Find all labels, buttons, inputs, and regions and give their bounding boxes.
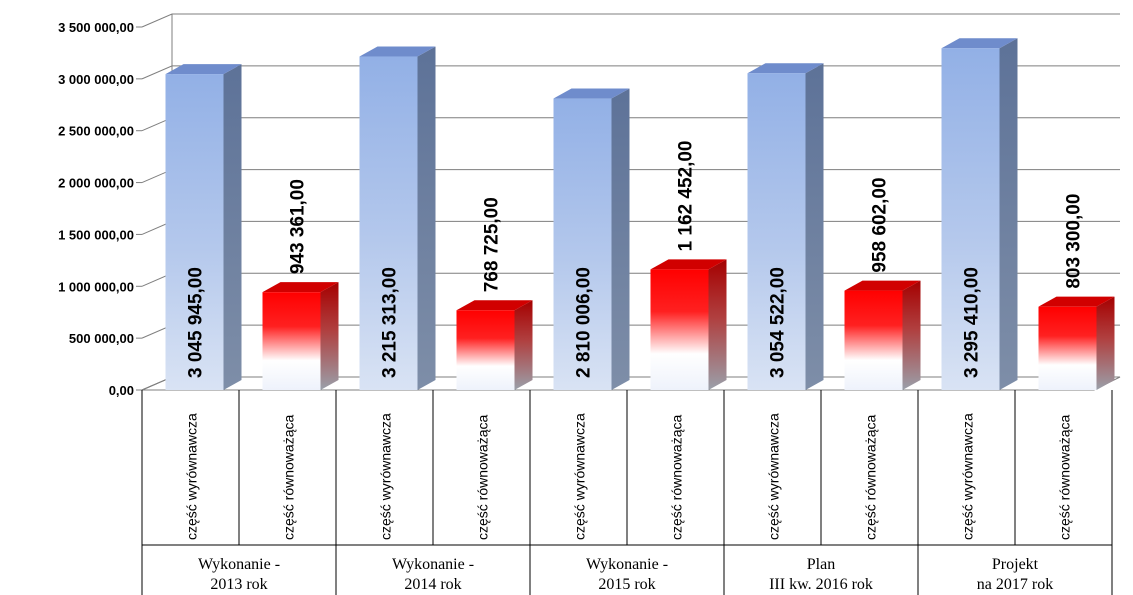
x-category-label: część wyrównawcza — [572, 413, 588, 540]
x-axis-categories: część wyrównawcza część równoważąca część … — [141, 390, 1113, 595]
data-label: 768 725,00 — [482, 197, 503, 292]
bar-front-face — [262, 292, 321, 390]
data-label: 958 602,00 — [870, 177, 891, 272]
x-category-label: część równoważąca — [669, 415, 685, 540]
bar-top-face — [262, 282, 339, 293]
group-label-line1: Wykonanie - — [586, 556, 668, 573]
data-label: 3 215 313,00 — [380, 267, 401, 378]
bar-front-face — [553, 98, 612, 391]
bar-side-face — [902, 280, 921, 390]
data-label: 1 162 452,00 — [676, 140, 697, 251]
bar-front-face — [456, 310, 515, 390]
x-category-label: część równoważąca — [1057, 415, 1073, 540]
gridline — [141, 13, 1120, 28]
bar-side-face — [999, 38, 1018, 391]
x-category-label: część wyrównawcza — [184, 413, 200, 540]
y-tick-label: 1 000 000,00 — [58, 279, 134, 294]
bar-czesc-wyrownawcza — [359, 46, 436, 390]
y-tick-label: 3 500 000,00 — [58, 20, 134, 35]
bar-czesc-wyrownawcza — [941, 38, 1018, 391]
x-category-label: część równoważąca — [475, 415, 491, 540]
bar-side-face — [514, 300, 533, 390]
bar-top-face — [456, 300, 533, 311]
bar-top-face — [747, 63, 824, 74]
y-tick-label: 500 000,00 — [69, 331, 134, 346]
bar-czesc-rownowazaca — [1038, 296, 1115, 390]
bar-front-face — [844, 290, 903, 390]
x-category-label: część wyrównawcza — [960, 413, 976, 540]
y-axis: 0,00 500 000,00 1 000 000,00 1 500 000,00 2 … — [58, 20, 142, 398]
y-tick-label: 3 000 000,00 — [58, 72, 134, 87]
bar-front-face — [165, 74, 224, 391]
group-label-line2: 2014 rok — [404, 576, 461, 593]
data-label: 3 054 522,00 — [768, 267, 789, 378]
bar-front-face — [650, 269, 709, 390]
bar-side-face — [708, 259, 727, 390]
group-label-line2: 2015 rok — [598, 576, 655, 593]
y-tick-label: 0,00 — [109, 383, 134, 398]
bar-czesc-wyrownawcza — [747, 63, 824, 391]
data-labels: 3 045 945,00 943 361,00 3 215 313,00 768 72… — [186, 140, 1085, 378]
group-label-line2: na 2017 rok — [977, 576, 1053, 593]
bar-side-face — [611, 88, 630, 391]
x-category-label: część równoważąca — [863, 415, 879, 540]
data-label: 943 361,00 — [288, 179, 309, 274]
bars — [165, 38, 1115, 391]
bar-top-face — [165, 64, 242, 75]
bar-front-face — [359, 56, 418, 390]
y-tick-label: 1 500 000,00 — [58, 227, 134, 242]
data-label: 3 045 945,00 — [186, 267, 207, 378]
bar-czesc-wyrownawcza — [165, 64, 242, 391]
bar-side-face — [320, 282, 339, 390]
bar-top-face — [553, 88, 630, 99]
y-tick-label: 2 500 000,00 — [58, 124, 134, 139]
bar-top-face — [650, 259, 727, 270]
group-label-line2: III kw. 2016 rok — [769, 576, 873, 593]
group-label-line1: Wykonanie - — [198, 556, 280, 573]
group-label-line1: Plan — [807, 556, 835, 573]
bar-top-face — [941, 38, 1018, 49]
bar-top-face — [359, 46, 436, 57]
bar-side-face — [417, 46, 436, 390]
bar-front-face — [941, 48, 1000, 391]
group-label-line1: Wykonanie - — [392, 556, 474, 573]
data-label: 2 810 006,00 — [574, 267, 595, 378]
bar-top-face — [844, 280, 921, 291]
bar-side-face — [1096, 296, 1115, 390]
bar-front-face — [1038, 306, 1097, 390]
bar-czesc-rownowazaca — [456, 300, 533, 390]
data-label: 3 295 410,00 — [962, 267, 983, 378]
bar-czesc-wyrownawcza — [553, 88, 630, 391]
bar-front-face — [747, 73, 806, 391]
data-label: 803 300,00 — [1064, 194, 1085, 289]
x-category-label: część wyrównawcza — [378, 413, 394, 540]
x-category-label: część wyrównawcza — [766, 413, 782, 540]
bar-czesc-rownowazaca — [262, 282, 339, 390]
bar-side-face — [223, 64, 242, 391]
y-tick-label: 2 000 000,00 — [58, 176, 134, 191]
bar-top-face — [1038, 296, 1115, 307]
bar-czesc-rownowazaca — [844, 280, 921, 390]
x-category-label: część równoważąca — [281, 415, 297, 540]
bar-side-face — [805, 63, 824, 391]
group-label-line1: Projekt — [992, 556, 1039, 573]
group-label-line2: 2013 rok — [210, 576, 267, 593]
bar-czesc-rownowazaca — [650, 259, 727, 390]
